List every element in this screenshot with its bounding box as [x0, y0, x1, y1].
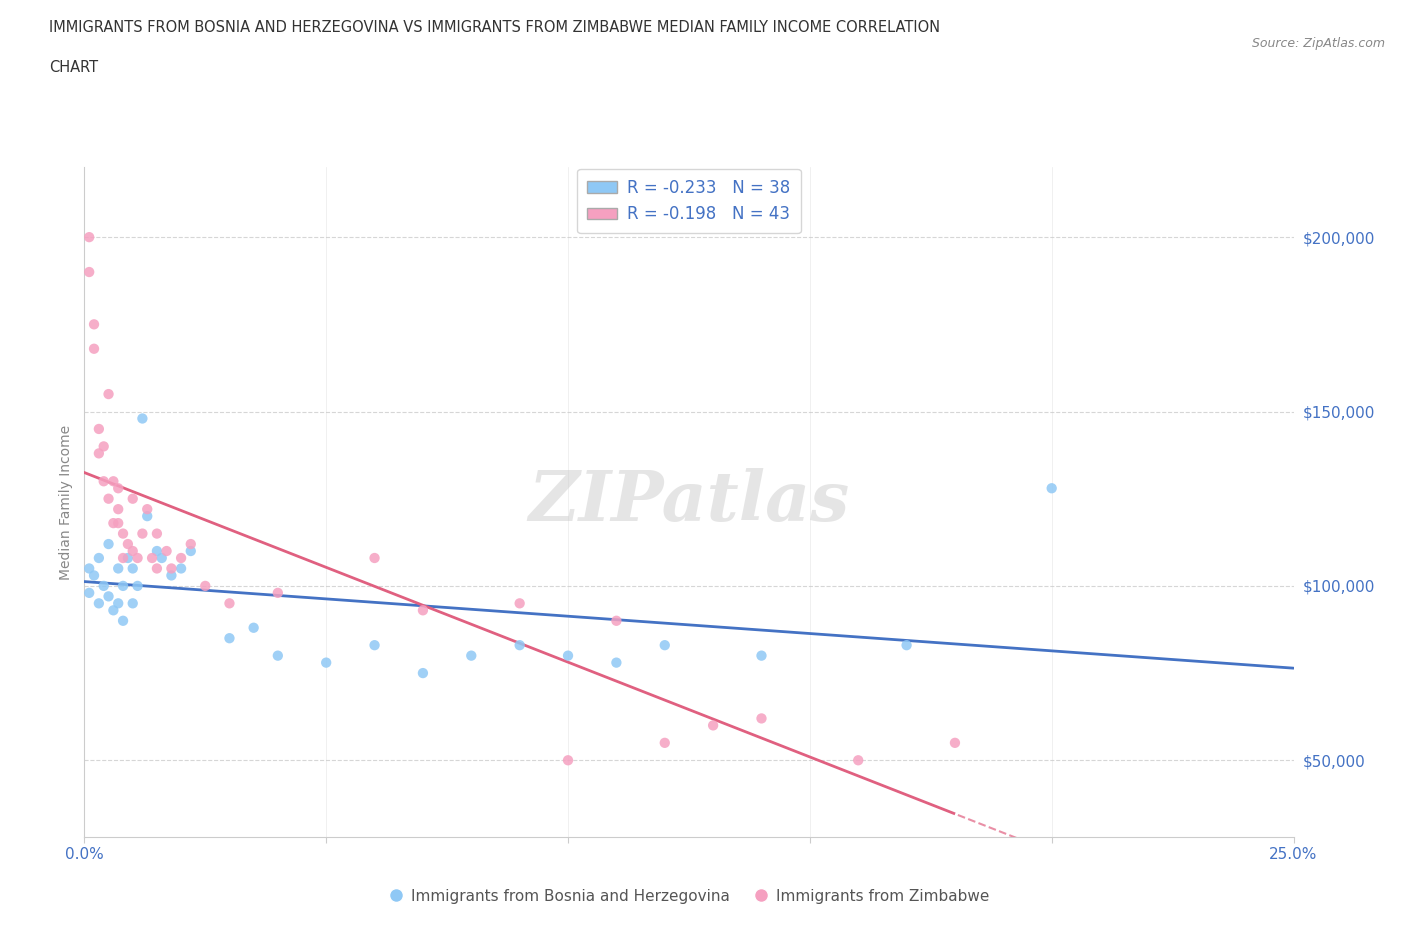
- Point: [103, 515, 125, 530]
- Point: [107, 561, 129, 576]
- Point: [77, 561, 100, 576]
- Point: [412, 666, 434, 681]
- Point: [557, 753, 579, 768]
- Point: [605, 614, 627, 629]
- Point: [146, 543, 169, 558]
- Point: [121, 596, 143, 611]
- Point: [117, 551, 139, 565]
- Point: [180, 543, 202, 558]
- Point: [77, 230, 100, 245]
- Point: [180, 537, 202, 551]
- Point: [141, 551, 163, 565]
- Point: [93, 439, 115, 454]
- Text: IMMIGRANTS FROM BOSNIA AND HERZEGOVINA VS IMMIGRANTS FROM ZIMBABWE MEDIAN FAMILY: IMMIGRANTS FROM BOSNIA AND HERZEGOVINA V…: [49, 20, 941, 35]
- Point: [160, 561, 183, 576]
- Point: [87, 596, 110, 611]
- Point: [846, 753, 869, 768]
- Point: [136, 502, 159, 517]
- Point: [146, 561, 169, 576]
- Point: [218, 596, 240, 611]
- Text: CHART: CHART: [49, 60, 98, 75]
- Point: [131, 411, 153, 426]
- Point: [702, 718, 724, 733]
- Legend: Immigrants from Bosnia and Herzegovina, Immigrants from Zimbabwe: Immigrants from Bosnia and Herzegovina, …: [382, 883, 995, 910]
- Point: [127, 551, 149, 565]
- Point: [460, 648, 482, 663]
- Point: [146, 526, 169, 541]
- Point: [751, 648, 773, 663]
- Point: [194, 578, 217, 593]
- Point: [97, 589, 120, 604]
- Point: [97, 387, 120, 402]
- Point: [107, 481, 129, 496]
- Point: [654, 736, 676, 751]
- Point: [97, 491, 120, 506]
- Point: [87, 551, 110, 565]
- Point: [93, 578, 115, 593]
- Point: [170, 561, 193, 576]
- Point: [87, 421, 110, 436]
- Point: [83, 341, 105, 356]
- Point: [509, 596, 531, 611]
- Point: [267, 648, 290, 663]
- Point: [112, 614, 135, 629]
- Point: [605, 655, 627, 670]
- Point: [77, 586, 100, 601]
- Point: [363, 551, 385, 565]
- Point: [150, 551, 173, 565]
- Point: [557, 648, 579, 663]
- Point: [83, 317, 105, 332]
- Point: [103, 474, 125, 489]
- Point: [160, 568, 183, 583]
- Point: [363, 638, 385, 653]
- Point: [136, 509, 159, 524]
- Point: [751, 711, 773, 725]
- Point: [87, 446, 110, 461]
- Point: [121, 543, 143, 558]
- Point: [509, 638, 531, 653]
- Point: [121, 491, 143, 506]
- Point: [155, 543, 177, 558]
- Point: [117, 537, 139, 551]
- Point: [121, 561, 143, 576]
- Point: [77, 265, 100, 280]
- Point: [943, 736, 966, 751]
- Point: [107, 515, 129, 530]
- Point: [93, 474, 115, 489]
- Point: [267, 586, 290, 601]
- Point: [112, 578, 135, 593]
- Point: [218, 631, 240, 645]
- Point: [896, 638, 918, 653]
- Point: [107, 596, 129, 611]
- Point: [112, 526, 135, 541]
- Point: [242, 620, 264, 635]
- Text: Source: ZipAtlas.com: Source: ZipAtlas.com: [1251, 37, 1385, 50]
- Point: [103, 603, 125, 618]
- Point: [97, 537, 120, 551]
- Point: [412, 603, 434, 618]
- Point: [1040, 481, 1063, 496]
- Y-axis label: Median Family Income: Median Family Income: [59, 425, 73, 579]
- Point: [131, 526, 153, 541]
- Point: [170, 551, 193, 565]
- Text: ZIPatlas: ZIPatlas: [529, 469, 849, 536]
- Point: [107, 502, 129, 517]
- Point: [83, 568, 105, 583]
- Point: [315, 655, 337, 670]
- Point: [654, 638, 676, 653]
- Point: [127, 578, 149, 593]
- Point: [112, 551, 135, 565]
